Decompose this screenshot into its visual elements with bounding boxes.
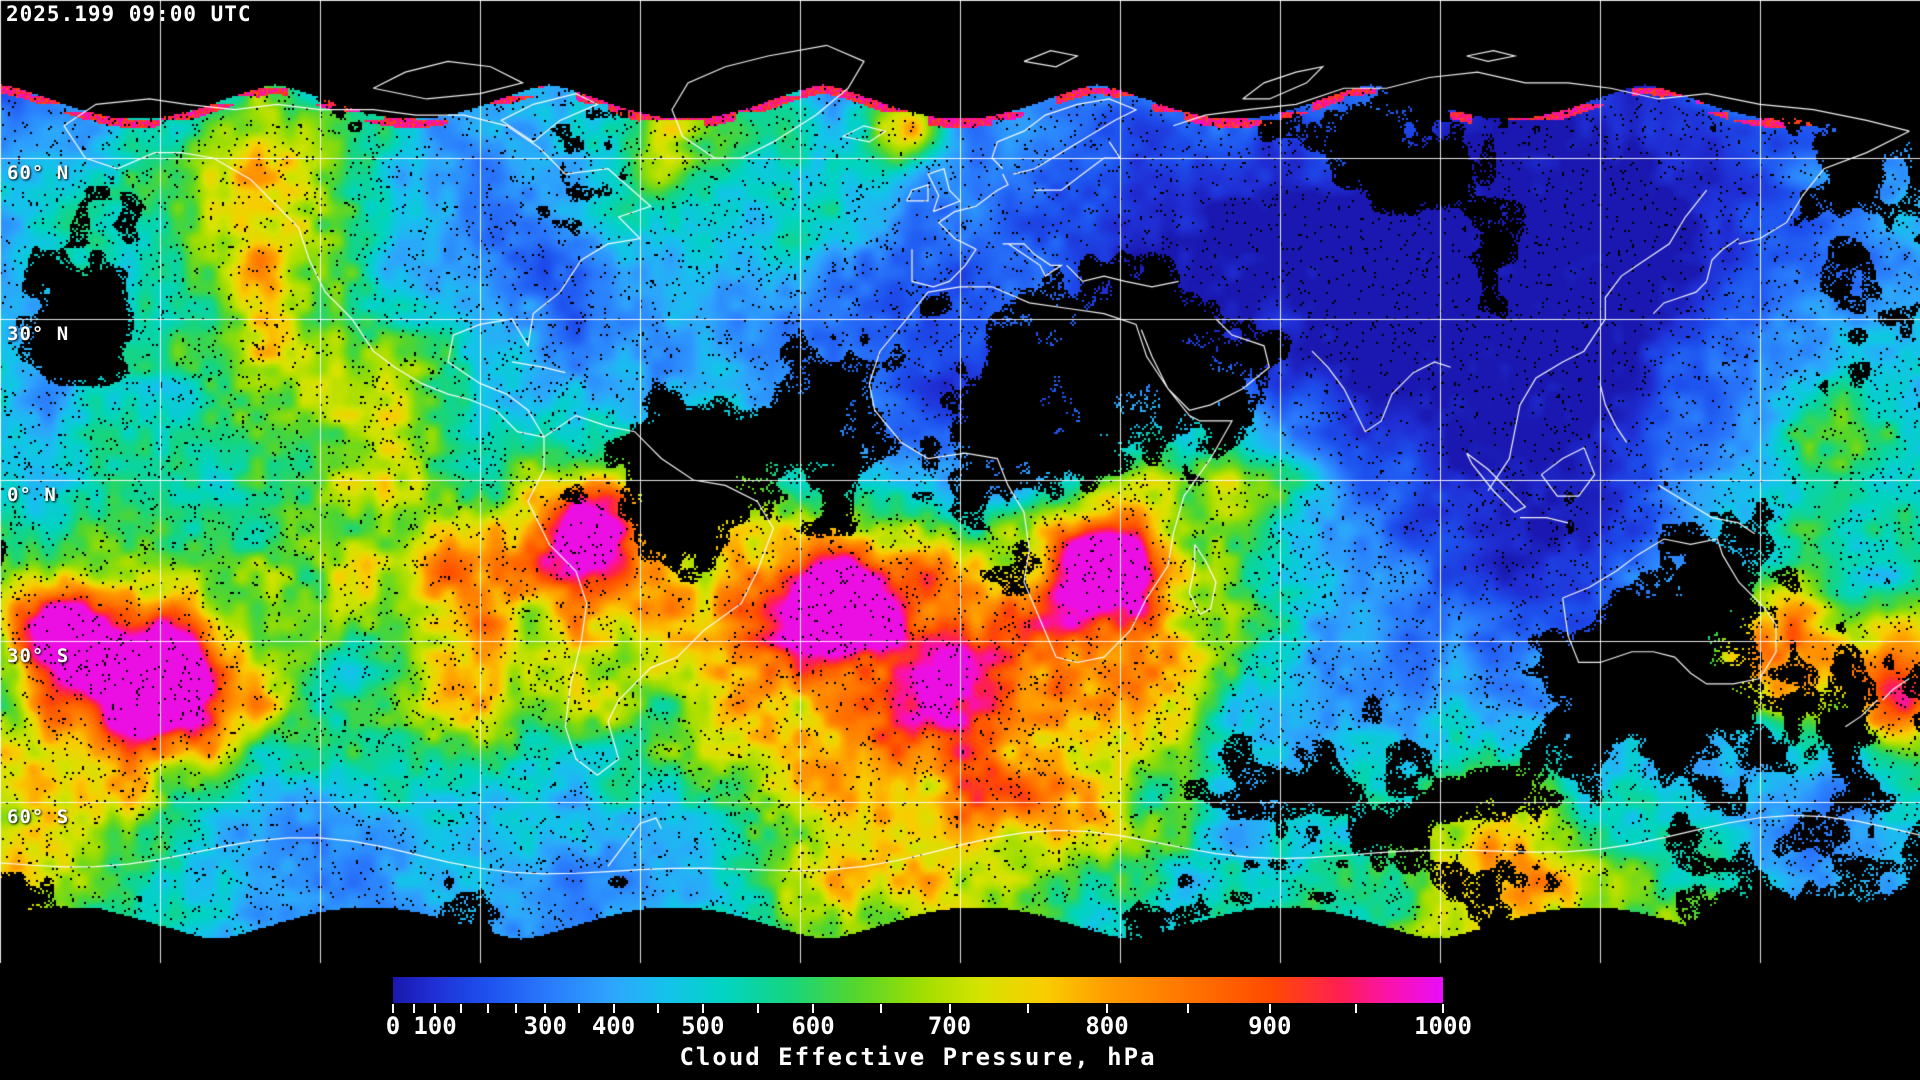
colorbar-tick [701, 1004, 704, 1013]
colorbar-tick [1442, 1004, 1444, 1013]
colorbar-tick [880, 1004, 883, 1013]
colorbar-tick [612, 1004, 615, 1013]
colorbar-tick-label: 600 [791, 1012, 835, 1040]
colorbar-tick [413, 1004, 415, 1013]
colorbar-tick [948, 1004, 951, 1013]
colorbar-tick [657, 1004, 660, 1013]
colorbar-tick [756, 1004, 759, 1013]
latitude-label: 0° N [7, 484, 57, 506]
colorbar-tick-label: 700 [927, 1012, 972, 1040]
colorbar-title: Cloud Effective Pressure, hPa [679, 1043, 1157, 1071]
colorbar-tick [1355, 1004, 1358, 1013]
colorbar-tick [515, 1004, 518, 1013]
colorbar-tick [460, 1004, 463, 1013]
latitude-label: 60° S [7, 806, 70, 828]
colorbar-tick [1027, 1004, 1030, 1013]
timestamp-label: 2025.199 09:00 UTC [6, 2, 252, 26]
colorbar-tick-label: 900 [1248, 1012, 1292, 1040]
colorbar-tick [434, 1004, 436, 1013]
latitude-label: 30° S [7, 645, 70, 667]
colorbar-tick [544, 1004, 547, 1013]
colorbar-tick-label: 400 [591, 1012, 636, 1040]
colorbar-tick [1106, 1004, 1108, 1013]
colorbar-tick-label: 300 [523, 1012, 567, 1040]
colorbar-tick [392, 1004, 394, 1013]
colorbar-tick [1187, 1004, 1190, 1013]
colorbar-tick [812, 1004, 814, 1013]
latitude-label: 60° N [7, 162, 70, 184]
colorbar-tick [578, 1004, 581, 1013]
colorbar-gradient [393, 977, 1443, 1003]
colorbar-tick-label: 800 [1085, 1012, 1129, 1040]
colorbar-tick-label: 100 [413, 1012, 457, 1040]
colorbar-tick [1268, 1004, 1271, 1013]
colorbar-tick [486, 1004, 489, 1013]
colorbar-tick-label: 1000 [1414, 1012, 1472, 1040]
colorbar-tick-label: 500 [681, 1012, 725, 1040]
latitude-label: 30° N [7, 323, 70, 345]
colorbar-tick-label: 0 [385, 1012, 401, 1040]
